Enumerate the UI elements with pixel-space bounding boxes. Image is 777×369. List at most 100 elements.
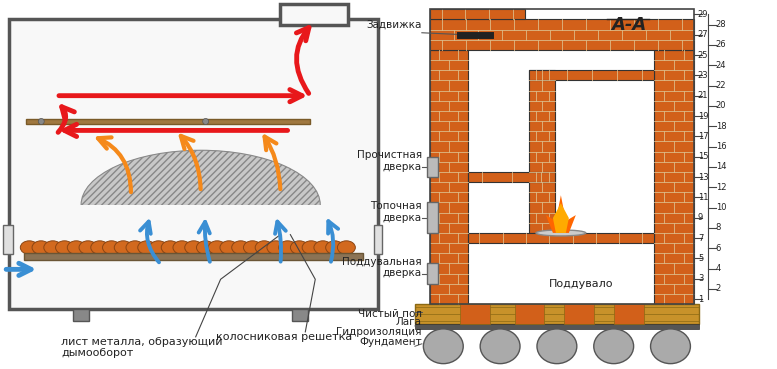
Text: 22: 22 (716, 81, 726, 90)
Bar (529, 70, 556, 233)
Bar (430, 9, 524, 20)
Ellipse shape (537, 329, 577, 363)
Ellipse shape (44, 241, 61, 254)
Ellipse shape (126, 241, 144, 254)
Ellipse shape (185, 241, 203, 254)
Bar (9, 19, 378, 309)
Ellipse shape (255, 241, 274, 254)
Text: 5: 5 (698, 254, 703, 263)
Text: 15: 15 (698, 152, 709, 161)
Ellipse shape (480, 329, 520, 363)
Ellipse shape (220, 241, 238, 254)
Bar (3, 225, 13, 255)
Ellipse shape (149, 241, 167, 254)
Text: 17: 17 (698, 132, 709, 141)
Text: 18: 18 (716, 122, 726, 131)
Ellipse shape (279, 241, 297, 254)
Text: 29: 29 (698, 10, 709, 19)
Ellipse shape (173, 241, 191, 254)
Bar (26, 118, 310, 124)
Ellipse shape (81, 150, 320, 259)
Bar (76, 205, 326, 265)
Text: 14: 14 (716, 162, 726, 171)
Ellipse shape (536, 230, 586, 236)
Bar (415, 304, 699, 324)
Bar (468, 243, 654, 294)
Text: 21: 21 (698, 91, 709, 100)
Bar (292, 309, 308, 321)
Ellipse shape (650, 329, 691, 363)
Text: 25: 25 (698, 51, 709, 59)
Text: Фундамент: Фундамент (359, 337, 422, 347)
Ellipse shape (114, 241, 132, 254)
PathPatch shape (553, 203, 569, 233)
Bar (468, 50, 654, 233)
Ellipse shape (594, 329, 633, 363)
Circle shape (38, 118, 44, 124)
Ellipse shape (79, 241, 97, 254)
Text: 24: 24 (716, 61, 726, 70)
Ellipse shape (314, 241, 332, 254)
Bar (614, 304, 644, 324)
Ellipse shape (138, 241, 155, 254)
Text: 7: 7 (698, 234, 703, 242)
Text: 26: 26 (716, 40, 726, 49)
Bar (415, 324, 699, 329)
Text: 23: 23 (698, 71, 709, 80)
Text: Поддувало: Поддувало (549, 279, 613, 289)
Ellipse shape (91, 241, 109, 254)
Bar (460, 9, 490, 20)
Bar (374, 225, 382, 255)
Text: 13: 13 (698, 173, 709, 182)
Bar (468, 233, 654, 243)
Bar (529, 70, 654, 80)
PathPatch shape (546, 195, 576, 233)
Text: 27: 27 (698, 30, 709, 39)
Text: 12: 12 (716, 183, 726, 192)
Text: 20: 20 (716, 101, 726, 110)
Text: Прочистная
дверка: Прочистная дверка (357, 150, 422, 172)
Ellipse shape (55, 241, 74, 254)
Text: 16: 16 (716, 142, 726, 151)
Ellipse shape (302, 241, 320, 254)
Ellipse shape (291, 241, 308, 254)
Text: 8: 8 (716, 223, 721, 232)
Ellipse shape (337, 241, 355, 254)
Bar (654, 50, 694, 304)
Bar (73, 309, 89, 321)
Text: 10: 10 (716, 203, 726, 212)
Bar (524, 20, 654, 50)
Ellipse shape (267, 241, 285, 254)
Text: 4: 4 (716, 264, 721, 273)
Text: Задвижка: Задвижка (367, 20, 422, 30)
Text: 2: 2 (716, 284, 721, 293)
Ellipse shape (243, 241, 261, 254)
Ellipse shape (162, 241, 179, 254)
Text: колосниковая решетка: колосниковая решетка (216, 332, 352, 342)
Text: 6: 6 (716, 244, 721, 253)
Text: 1: 1 (698, 294, 703, 304)
Bar (430, 20, 694, 50)
Bar (430, 9, 694, 304)
Ellipse shape (423, 329, 463, 363)
Text: А-А: А-А (611, 16, 646, 34)
Bar (468, 172, 556, 182)
Text: Чистый пол: Чистый пол (358, 309, 422, 319)
Ellipse shape (197, 241, 214, 254)
Ellipse shape (232, 241, 249, 254)
Text: Топочная
дверка: Топочная дверка (371, 201, 422, 223)
Bar (460, 304, 490, 324)
Ellipse shape (326, 241, 343, 254)
Circle shape (203, 118, 209, 124)
Text: 11: 11 (698, 193, 709, 202)
Ellipse shape (20, 241, 38, 254)
Bar (514, 304, 545, 324)
Ellipse shape (103, 241, 120, 254)
Text: 9: 9 (698, 213, 703, 222)
Bar (280, 4, 348, 25)
Bar (427, 157, 437, 177)
Bar (427, 203, 437, 233)
Bar (427, 263, 437, 284)
Bar (468, 70, 529, 172)
Text: Поддувальная
дверка: Поддувальная дверка (342, 257, 422, 279)
